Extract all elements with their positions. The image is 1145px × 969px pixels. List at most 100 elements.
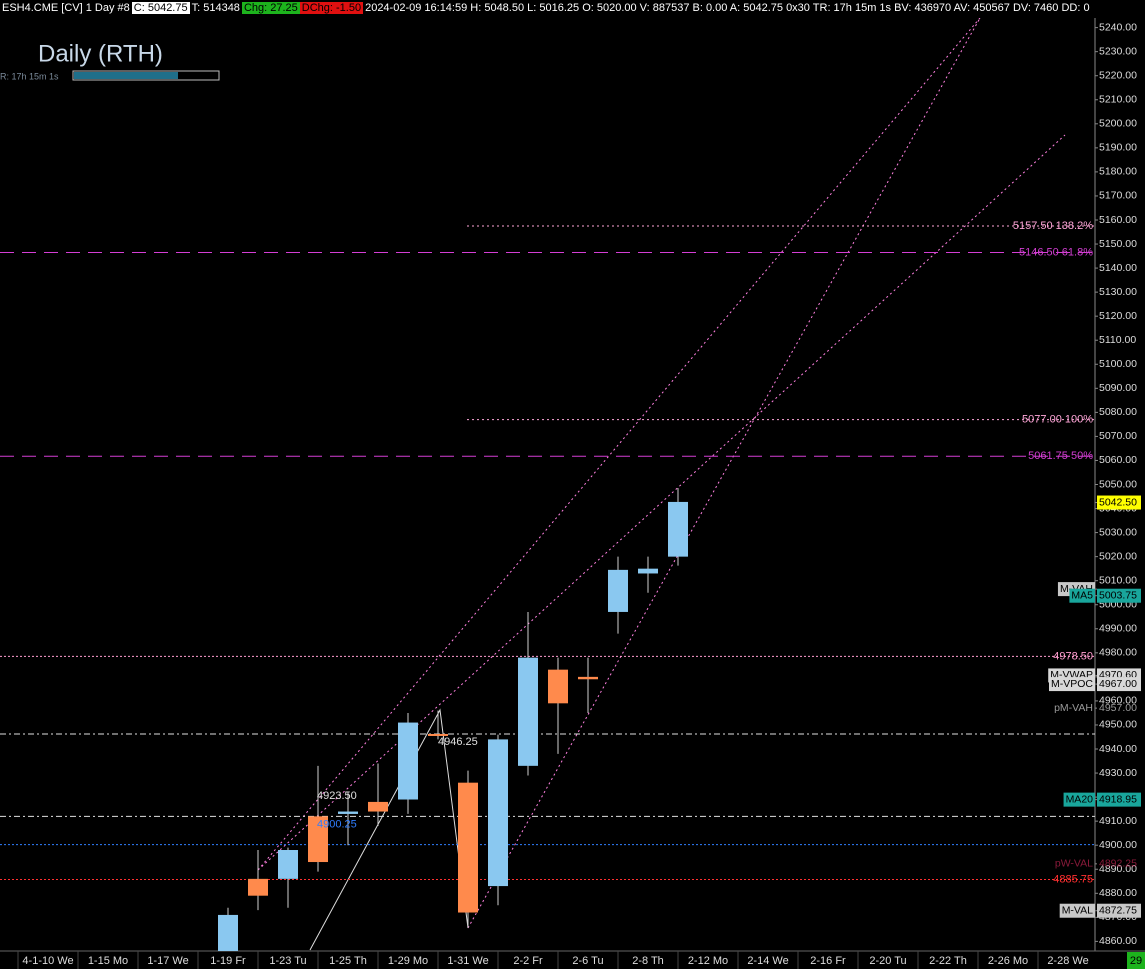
y-tick-label: 4860.00: [1099, 935, 1137, 947]
price-tag-bg: [1097, 903, 1141, 918]
candle-body: [248, 878, 268, 896]
trend-line: [257, 18, 981, 871]
trend-line: [257, 134, 1066, 871]
candle-body: [308, 816, 328, 863]
x-tick-label: 2-26 Mo: [988, 955, 1028, 967]
header-info: 2024-02-09 16:14:59 H: 5048.50 L: 5016.2…: [365, 2, 1090, 14]
y-tick-label: 5090.00: [1099, 382, 1137, 394]
candle-body: [638, 568, 658, 574]
x-tick-label: 2-22 Th: [929, 955, 967, 967]
symbol: ESH4.CME [CV] 1 Day #8: [2, 2, 130, 14]
chart-title: Daily (RTH): [38, 40, 163, 67]
tag-label: pM-VAH: [1054, 702, 1093, 714]
y-tick-label: 5220.00: [1099, 69, 1137, 81]
y-tick-label: 5030.00: [1099, 526, 1137, 538]
price-tag-bg: [1097, 495, 1141, 510]
close: C: 5042.75: [131, 2, 190, 14]
candle-body: [578, 676, 598, 680]
price-tag: 5003.75: [1099, 589, 1137, 601]
x-tick-label: 1-31 We: [447, 955, 488, 967]
y-tick-label: 5160.00: [1099, 214, 1137, 226]
badge-bg: [1127, 952, 1145, 969]
candle-body: [608, 569, 628, 612]
y-tick-label: 4890.00: [1099, 863, 1137, 875]
level-label: 4885.75: [1053, 873, 1093, 885]
level-label: 5061.75 50%: [1028, 450, 1093, 462]
candle-body: [668, 501, 688, 557]
y-tick-label: 5140.00: [1099, 262, 1137, 274]
tag-bg: [1059, 903, 1095, 918]
y-tick-label: 5060.00: [1099, 454, 1137, 466]
trend-line: [467, 18, 981, 929]
badge: 29: [1130, 955, 1142, 967]
y-tick-label: 5190.00: [1099, 142, 1137, 154]
y-tick-label: 5130.00: [1099, 286, 1137, 298]
x-tick-label: 1-29 Mo: [388, 955, 428, 967]
tag-label: MA5: [1071, 589, 1093, 601]
y-tick-label: 5200.00: [1099, 118, 1137, 130]
level-label: 4900.25: [317, 819, 357, 831]
y-tick-label: 4900.00: [1099, 839, 1137, 851]
candle-body: [488, 739, 508, 887]
candle-body: [278, 850, 298, 879]
price-tag-bg: [1097, 588, 1141, 603]
candle-body: [458, 782, 478, 913]
x-tick-label: 1-17 We: [147, 955, 188, 967]
price-tag: 4957.00: [1099, 702, 1137, 714]
y-tick-label: 5070.00: [1099, 430, 1137, 442]
level-label: 5146.50 61.8%: [1019, 246, 1093, 258]
tag-label: MA20: [1066, 793, 1094, 805]
y-tick-label: 5050.00: [1099, 478, 1137, 490]
y-tick-label: 5240.00: [1099, 21, 1137, 33]
ticks: T: 514348: [191, 2, 240, 14]
plot-area: [0, 225, 1095, 951]
y-tick-label: 5170.00: [1099, 190, 1137, 202]
x-tick-label: 2-28 We: [1047, 955, 1088, 967]
y-tick-label: 5110.00: [1099, 334, 1136, 346]
x-tick-label: 2-2 Fr: [513, 955, 543, 967]
price-tag: 5042.50: [1099, 496, 1137, 508]
price-tag: 4892.25: [1099, 858, 1137, 870]
level-label: 4978.50: [1053, 650, 1093, 662]
y-tick-label: 4910.00: [1099, 815, 1137, 827]
y-tick-label: 4930.00: [1099, 767, 1137, 779]
x-tick-label: 1-19 Fr: [210, 955, 246, 967]
y-tick-label: 4990.00: [1099, 623, 1137, 635]
y-tick-label: 4960.00: [1099, 695, 1137, 707]
y-tick-label: 5210.00: [1099, 94, 1137, 106]
x-tick-label: 2-12 Mo: [688, 955, 728, 967]
candle-body: [518, 657, 538, 766]
x-tick-label: 1-15 Mo: [88, 955, 128, 967]
y-tick-label: 5180.00: [1099, 166, 1137, 178]
y-tick-label: 4980.00: [1099, 647, 1137, 659]
x-tick-label: 2-20 Tu: [869, 955, 906, 967]
level-label: 4923.50: [317, 790, 357, 802]
y-tick-label: 5020.00: [1099, 550, 1137, 562]
x-tick-label: 1-23 Tu: [269, 955, 306, 967]
candle-body: [338, 811, 358, 814]
y-tick-label: 5120.00: [1099, 310, 1137, 322]
price-tag: 4967.00: [1099, 678, 1137, 690]
candle-body: [398, 722, 418, 800]
timer-fill: [74, 72, 178, 79]
x-tick-label: 2-8 Th: [632, 955, 664, 967]
price-tag-bg: [1097, 677, 1141, 692]
y-tick-label: 4880.00: [1099, 887, 1137, 899]
level-label: 4946.25: [438, 736, 478, 748]
y-tick-label: 5080.00: [1099, 406, 1137, 418]
timer-bar: [72, 70, 220, 81]
tag-label: M-VAL: [1062, 905, 1093, 917]
timer: R: 17h 15m 1s: [0, 71, 59, 81]
candle-body: [218, 914, 238, 951]
x-tick-label: 1-25 Th: [329, 955, 367, 967]
level-label: 5157.50 138.2%: [1013, 220, 1093, 232]
x-tick-label: 4-1-10 We: [22, 955, 73, 967]
candle-body: [548, 669, 568, 704]
price-tag: 4872.75: [1099, 905, 1137, 917]
tag-bg: [1063, 792, 1095, 807]
candle-body: [368, 801, 388, 812]
x-tick-label: 2-14 We: [747, 955, 788, 967]
candle-body: [428, 733, 448, 736]
y-tick-label: 5100.00: [1099, 358, 1137, 370]
